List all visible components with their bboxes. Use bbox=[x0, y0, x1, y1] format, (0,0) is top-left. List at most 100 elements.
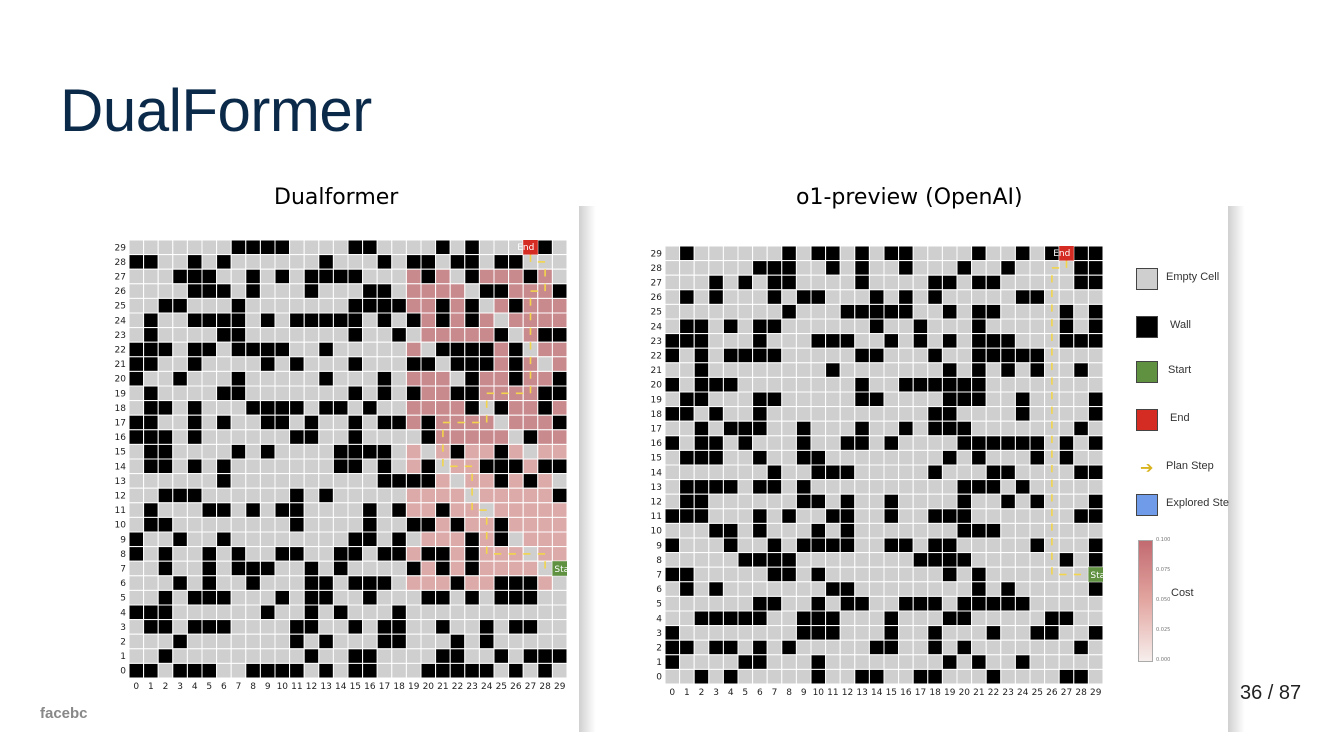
maze-cell bbox=[157, 473, 174, 489]
start-cell bbox=[552, 561, 567, 576]
maze-cell bbox=[230, 239, 247, 256]
maze-cell bbox=[186, 385, 203, 402]
maze-cell bbox=[956, 435, 973, 451]
maze-cell bbox=[157, 341, 174, 358]
maze-cell bbox=[781, 493, 797, 510]
maze-cell bbox=[318, 254, 334, 270]
maze-cell bbox=[752, 333, 768, 349]
maze-cell bbox=[679, 479, 695, 495]
maze-cell bbox=[289, 487, 305, 504]
maze-cell bbox=[985, 362, 1002, 378]
maze-cell bbox=[274, 385, 291, 402]
maze-cell bbox=[1014, 362, 1031, 378]
maze-cell bbox=[318, 356, 334, 372]
maze-cell bbox=[551, 619, 568, 635]
maze-cell bbox=[1014, 581, 1031, 597]
maze-cell bbox=[376, 443, 393, 460]
maze-cell bbox=[289, 356, 305, 372]
maze-cell bbox=[722, 493, 739, 510]
maze-cell bbox=[912, 274, 929, 291]
maze-cell bbox=[752, 347, 768, 364]
maze-cell bbox=[449, 633, 466, 650]
maze-cell bbox=[1073, 333, 1089, 349]
maze-cell bbox=[693, 289, 710, 305]
maze-cell bbox=[157, 633, 174, 650]
maze-cell bbox=[216, 619, 232, 635]
maze-cell bbox=[708, 391, 724, 408]
maze-cell bbox=[1000, 479, 1016, 495]
maze-cell bbox=[332, 604, 349, 621]
y-tick-label: 19 bbox=[115, 389, 127, 399]
x-tick-label: 4 bbox=[728, 688, 734, 698]
maze-cell bbox=[839, 406, 856, 422]
maze-cell bbox=[664, 552, 681, 568]
maze-cell bbox=[941, 464, 958, 481]
maze-cell bbox=[737, 260, 754, 276]
maze-cell bbox=[956, 610, 973, 627]
maze-cell bbox=[781, 362, 797, 378]
maze-cell bbox=[839, 610, 856, 627]
maze-cell bbox=[766, 464, 783, 481]
maze-cell bbox=[201, 648, 218, 664]
maze-cell bbox=[708, 479, 724, 495]
maze-cell bbox=[259, 312, 276, 329]
maze-cell bbox=[722, 435, 739, 451]
maze-cell bbox=[405, 443, 422, 460]
maze-cell bbox=[1029, 289, 1046, 305]
x-tick-label: 25 bbox=[496, 682, 507, 692]
maze-cell bbox=[810, 420, 827, 437]
maze-cell bbox=[1087, 362, 1104, 378]
maze-cell bbox=[172, 619, 188, 635]
maze-cell bbox=[508, 283, 524, 299]
maze-cell bbox=[201, 356, 218, 372]
maze-cell bbox=[1029, 391, 1046, 408]
maze-cell bbox=[898, 537, 914, 554]
maze-cell bbox=[941, 493, 958, 510]
maze-cell bbox=[172, 662, 188, 679]
x-tick-label: 18 bbox=[929, 688, 941, 698]
maze-cell bbox=[752, 362, 768, 378]
maze-cell bbox=[493, 254, 510, 270]
maze-cell bbox=[766, 522, 783, 539]
maze-cell bbox=[303, 502, 320, 518]
maze-cell bbox=[362, 268, 378, 285]
maze-cell bbox=[679, 303, 695, 320]
maze-cell bbox=[927, 449, 943, 466]
maze-cell bbox=[332, 429, 349, 445]
maze-cell bbox=[664, 610, 681, 627]
maze-cell bbox=[781, 406, 797, 422]
maze-cell bbox=[868, 449, 885, 466]
x-tick-label: 28 bbox=[539, 682, 551, 692]
maze-cell bbox=[883, 449, 900, 466]
maze-cell bbox=[956, 479, 973, 495]
maze-cell bbox=[289, 560, 305, 577]
maze-cell bbox=[679, 376, 695, 393]
maze-cell bbox=[912, 449, 929, 466]
maze-cell bbox=[201, 443, 218, 460]
maze-cell bbox=[912, 581, 929, 597]
maze-cell bbox=[810, 274, 827, 291]
maze-cell bbox=[128, 239, 145, 256]
maze-cell bbox=[927, 464, 943, 481]
maze-cell bbox=[810, 333, 827, 349]
maze-cell bbox=[722, 274, 739, 291]
maze-cell bbox=[956, 552, 973, 568]
maze-cell bbox=[435, 487, 451, 504]
maze-cell bbox=[347, 531, 364, 548]
maze-cell bbox=[289, 268, 305, 285]
maze-cell bbox=[537, 297, 553, 314]
maze-cell bbox=[522, 589, 539, 606]
maze-cell bbox=[435, 502, 451, 518]
maze-cell bbox=[201, 254, 218, 270]
maze-cell bbox=[664, 566, 681, 583]
maze-cell bbox=[737, 435, 754, 451]
maze-cell bbox=[679, 537, 695, 554]
maze-cell bbox=[1000, 508, 1016, 524]
maze-cell bbox=[230, 589, 247, 606]
maze-cell bbox=[985, 595, 1002, 612]
maze-cell bbox=[985, 508, 1002, 524]
maze-cell bbox=[722, 449, 739, 466]
maze-cell bbox=[722, 303, 739, 320]
maze-cell bbox=[927, 391, 943, 408]
maze-cell bbox=[985, 347, 1002, 364]
